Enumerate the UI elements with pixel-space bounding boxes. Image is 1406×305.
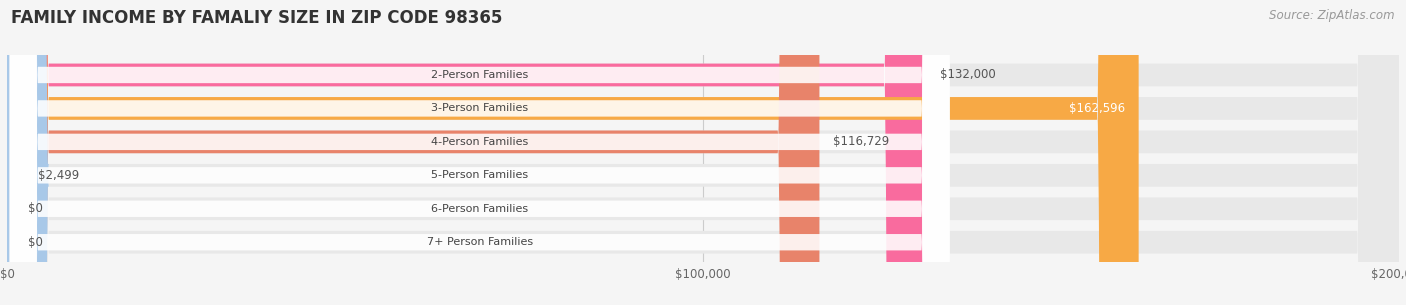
FancyBboxPatch shape (7, 0, 1399, 305)
FancyBboxPatch shape (10, 0, 949, 305)
Text: 2-Person Families: 2-Person Families (432, 70, 529, 80)
FancyBboxPatch shape (10, 0, 949, 305)
Text: 5-Person Families: 5-Person Families (432, 170, 529, 180)
FancyBboxPatch shape (7, 0, 1139, 305)
FancyBboxPatch shape (7, 0, 1399, 305)
FancyBboxPatch shape (7, 0, 1399, 305)
FancyBboxPatch shape (7, 0, 1399, 305)
Text: $2,499: $2,499 (38, 169, 80, 182)
FancyBboxPatch shape (7, 0, 1399, 305)
Text: $0: $0 (28, 236, 42, 249)
Text: $132,000: $132,000 (939, 68, 995, 81)
Text: 7+ Person Families: 7+ Person Families (426, 237, 533, 247)
FancyBboxPatch shape (10, 0, 949, 305)
Text: FAMILY INCOME BY FAMALIY SIZE IN ZIP CODE 98365: FAMILY INCOME BY FAMALIY SIZE IN ZIP COD… (11, 9, 502, 27)
Text: $162,596: $162,596 (1069, 102, 1125, 115)
Text: 6-Person Families: 6-Person Families (432, 204, 529, 214)
FancyBboxPatch shape (10, 0, 949, 305)
Text: $116,729: $116,729 (834, 135, 890, 148)
FancyBboxPatch shape (10, 0, 949, 305)
FancyBboxPatch shape (0, 0, 49, 305)
Text: 3-Person Families: 3-Person Families (432, 103, 529, 113)
FancyBboxPatch shape (7, 0, 1399, 305)
FancyBboxPatch shape (7, 0, 925, 305)
FancyBboxPatch shape (10, 0, 949, 305)
Text: Source: ZipAtlas.com: Source: ZipAtlas.com (1270, 9, 1395, 22)
Text: $0: $0 (28, 202, 42, 215)
FancyBboxPatch shape (7, 0, 820, 305)
Text: 4-Person Families: 4-Person Families (432, 137, 529, 147)
